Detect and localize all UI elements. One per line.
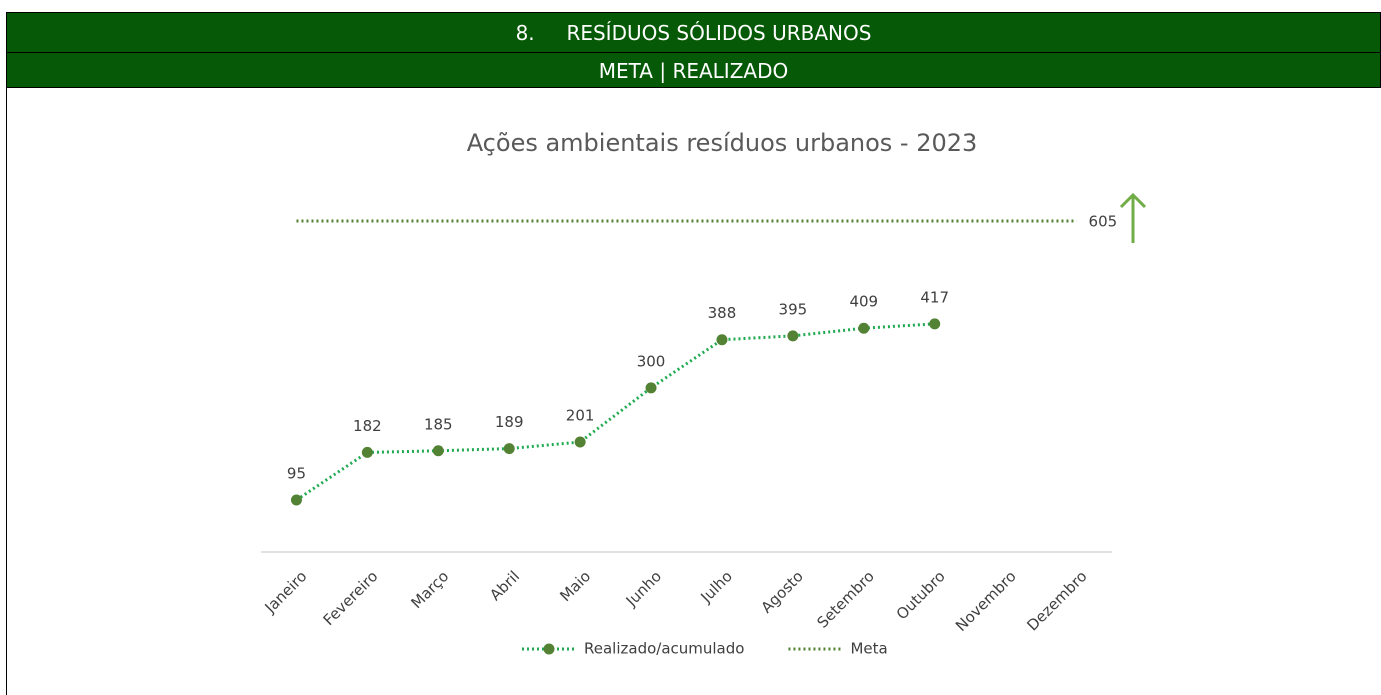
x-tick-label: Março — [407, 567, 452, 612]
x-tick-label: Dezembro — [1023, 567, 1090, 634]
x-tick-label: Janeiro — [261, 567, 311, 617]
x-tick-label: Outubro — [893, 567, 949, 623]
x-tick-label: Fevereiro — [320, 567, 382, 629]
marker — [716, 334, 728, 346]
marker — [787, 330, 799, 342]
chart-title: Ações ambientais resíduos urbanos - 2023 — [467, 129, 978, 157]
data-label: 300 — [637, 352, 666, 370]
x-tick-label: Julho — [697, 567, 736, 606]
x-tick-label: Maio — [556, 567, 594, 605]
legend-label: Realizado/acumulado — [584, 640, 744, 658]
series-line — [295, 322, 935, 502]
x-tick-label: Agosto — [757, 567, 806, 616]
data-label: 409 — [849, 293, 878, 311]
section-title: RESÍDUOS SÓLIDOS URBANOS — [566, 21, 872, 45]
data-label: 189 — [495, 413, 524, 431]
data-label: 182 — [353, 417, 382, 435]
data-label: 388 — [708, 304, 737, 322]
section-number: 8. — [515, 21, 535, 45]
data-label: 95 — [287, 465, 306, 483]
marker — [361, 446, 373, 458]
marker — [645, 382, 657, 394]
up-arrow — [1119, 192, 1147, 243]
marker — [574, 436, 586, 448]
x-tick-label: Novembro — [952, 567, 1020, 635]
marker — [290, 494, 302, 506]
data-label: 605 — [1089, 212, 1118, 230]
data-label: 185 — [424, 415, 453, 433]
section-subtitle: META | REALIZADO — [598, 59, 789, 83]
section-header: 8. RESÍDUOS SÓLIDOS URBANOS — [6, 12, 1381, 53]
x-tick-label: Junho — [622, 567, 665, 610]
marker — [503, 443, 515, 455]
legend-label: Meta — [850, 640, 887, 658]
x-tick-label: Setembro — [813, 567, 877, 631]
marker — [858, 322, 870, 334]
border — [6, 88, 7, 695]
data-label: 201 — [566, 407, 595, 425]
legend-marker — [543, 643, 555, 655]
x-tick-label: Abril — [486, 567, 523, 604]
data-label: 417 — [920, 288, 949, 306]
marker — [432, 445, 444, 457]
data-label: 395 — [779, 300, 808, 318]
marker — [929, 318, 941, 330]
